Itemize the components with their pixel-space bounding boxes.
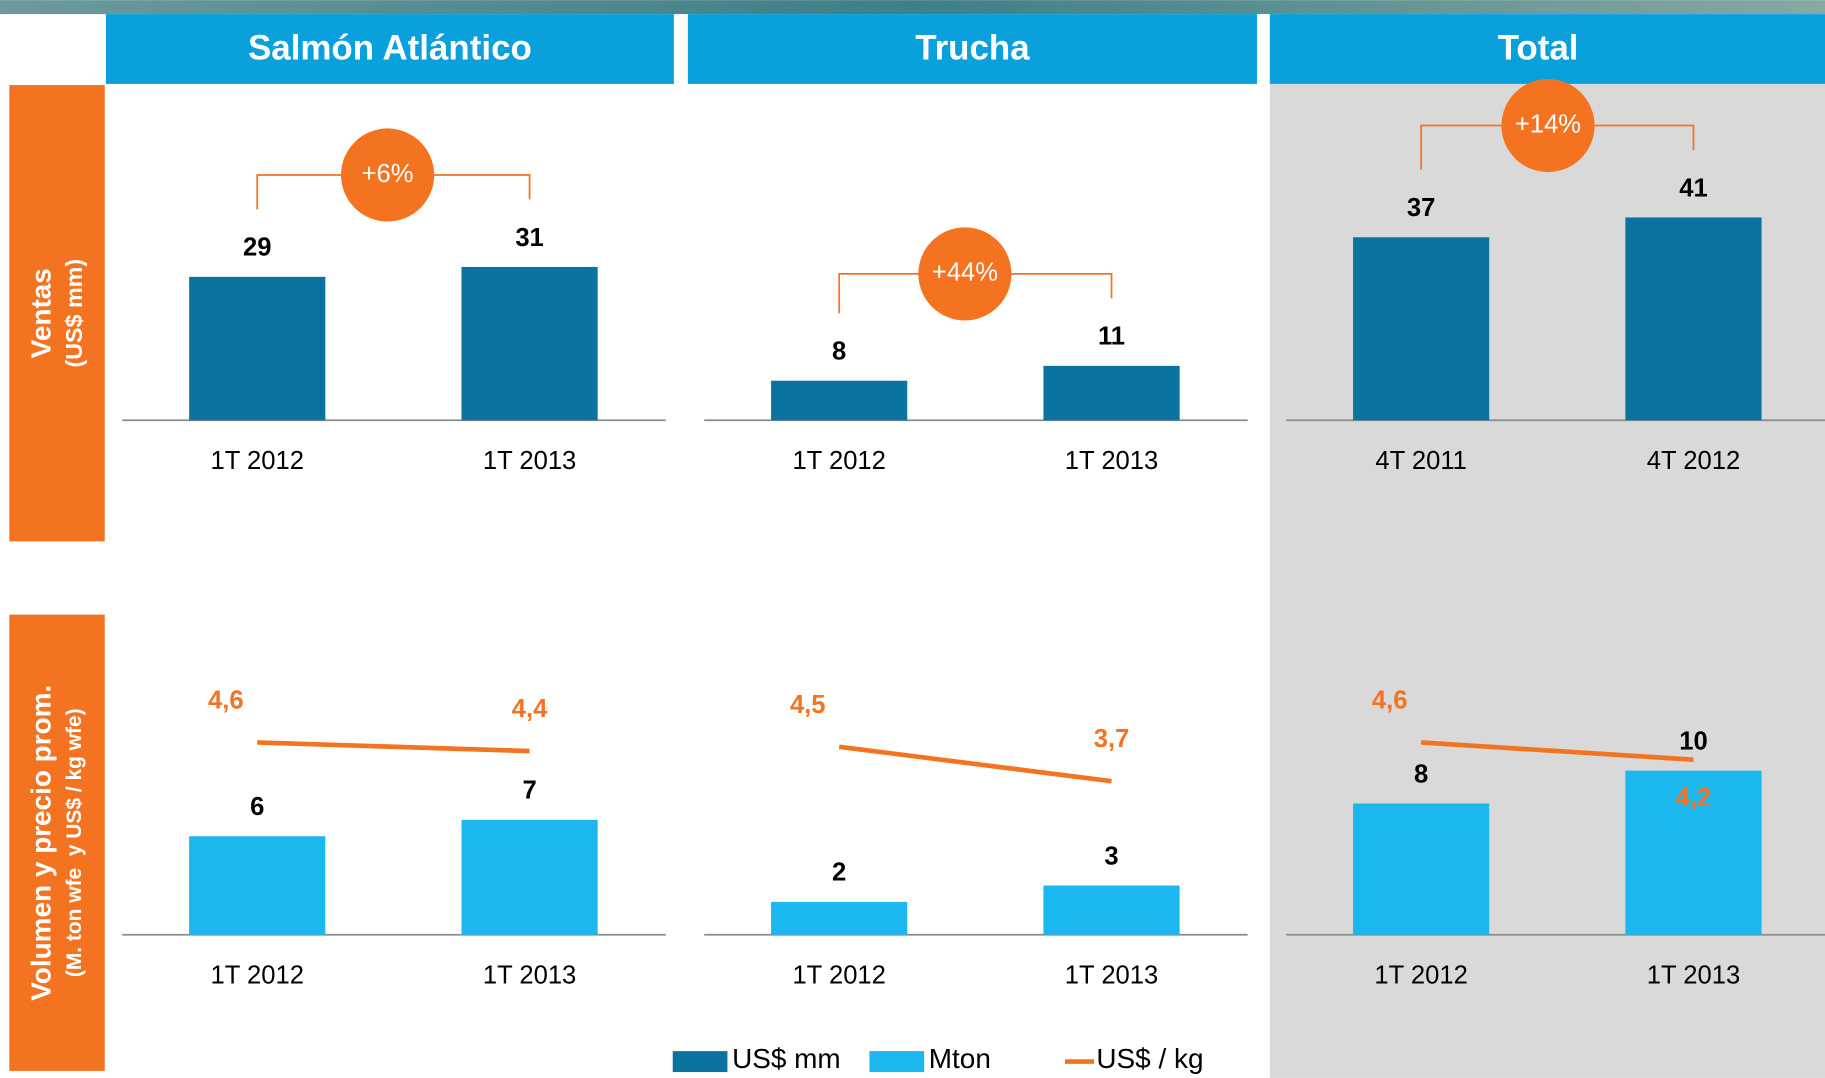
bar: [189, 836, 326, 935]
price-label: 4,2: [1676, 784, 1712, 812]
price-line: [838, 744, 1112, 784]
banner-image: [0, 0, 1825, 15]
annotation-text: +6%: [362, 160, 414, 188]
row-label-title: Ventas: [25, 268, 56, 358]
legend-label: Mton: [929, 1043, 991, 1074]
annotation-text: +44%: [932, 259, 998, 287]
bar: [1043, 365, 1180, 421]
bar-value-label: 29: [243, 234, 271, 262]
column-header-text: Trucha: [915, 28, 1030, 67]
x-tick-label: 1T 2012: [210, 961, 303, 989]
price-line: [257, 740, 530, 754]
price-line: [1420, 740, 1694, 762]
bar: [771, 380, 908, 421]
bar: [1625, 770, 1762, 935]
x-tick-label: 1T 2013: [1647, 961, 1740, 989]
legend-label: US$ / kg: [1096, 1043, 1203, 1074]
bar-value-label: 8: [1414, 760, 1428, 788]
row-label-subtitle: (M. ton wfe y US$ / kg wfe): [63, 708, 86, 977]
legend-swatch: [672, 1051, 728, 1073]
annotation-text: +14%: [1515, 110, 1581, 138]
bar: [1353, 803, 1490, 935]
bar-value-label: 37: [1407, 194, 1435, 222]
legend-swatch: [869, 1051, 925, 1073]
bar: [461, 266, 598, 421]
x-tick-label: 1T 2012: [792, 961, 885, 989]
price-label: 4,4: [512, 695, 548, 723]
bar-value-label: 6: [250, 793, 264, 821]
row-label-subtitle: (US$ mm): [61, 259, 87, 368]
column-header-text: Salmón Atlántico: [248, 28, 532, 67]
bar-value-label: 10: [1679, 727, 1707, 755]
x-tick-label: 4T 2011: [1375, 447, 1467, 475]
x-tick-label: 1T 2013: [1065, 447, 1158, 475]
row-label-box: [9, 614, 105, 1071]
bar-value-label: 3: [1104, 842, 1118, 870]
row-label-box: [9, 85, 105, 542]
row-label-title: Volumen y precio prom.: [25, 685, 56, 1001]
column-header-text: Total: [1498, 28, 1579, 67]
column-header: [1269, 14, 1825, 84]
price-label: 3,7: [1094, 725, 1130, 753]
bar: [189, 276, 326, 421]
bar: [771, 901, 908, 935]
x-tick-label: 1T 2013: [483, 447, 576, 475]
price-label: 4,6: [208, 686, 244, 714]
x-tick-label: 1T 2012: [1374, 961, 1467, 989]
column-header: [105, 14, 674, 84]
x-tick-label: 1T 2012: [210, 447, 303, 475]
annotation-badge: [918, 227, 1012, 321]
bar: [461, 819, 598, 935]
bar-value-label: 8: [832, 338, 846, 366]
x-tick-label: 4T 2012: [1647, 447, 1740, 475]
bar-value-label: 41: [1679, 174, 1707, 202]
bar-value-label: 11: [1098, 323, 1125, 351]
legend-label: US$ mm: [732, 1043, 841, 1074]
bar-value-label: 2: [832, 859, 846, 887]
x-tick-label: 1T 2012: [792, 447, 885, 475]
price-label: 4,5: [790, 691, 826, 719]
annotation-badge: [341, 128, 435, 222]
bar: [1353, 237, 1490, 421]
column-header: [687, 14, 1258, 84]
bar-value-label: 7: [522, 777, 536, 805]
bar-value-label: 31: [515, 224, 543, 252]
bar: [1043, 885, 1180, 935]
x-tick-label: 1T 2013: [483, 961, 576, 989]
price-label: 4,6: [1372, 686, 1408, 714]
bar: [1625, 217, 1762, 421]
x-tick-label: 1T 2013: [1065, 961, 1158, 989]
annotation-badge: [1501, 78, 1595, 173]
